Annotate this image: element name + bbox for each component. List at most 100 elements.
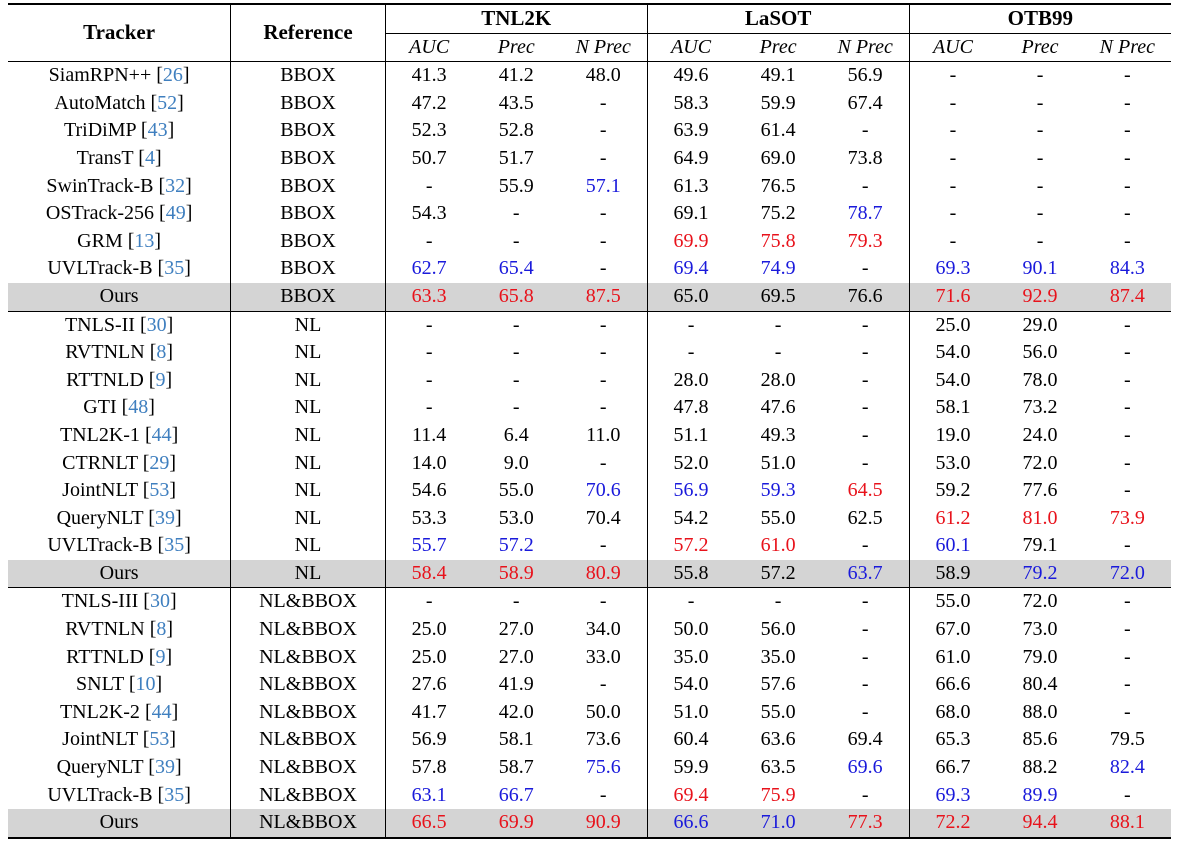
citation-link[interactable]: 39 [154,506,175,529]
metric-cell: 54.6 [411,479,447,502]
tracker-name: UVLTrack-B [47,534,153,557]
table-row: QueryNLT [39] NL&BBOX 57.8 58.7 75.6 59.9 63.5… [8,754,1171,782]
citation-link[interactable]: 44 [151,700,172,723]
metric-cell: 59.9 [760,91,796,114]
citation-link[interactable]: 44 [151,423,172,446]
header-metric-auc: AUC [647,33,735,63]
metric-cell: - [687,590,695,613]
reference-cell: NL&BBOX [230,643,386,672]
tracker-name: OSTrack-256 [45,202,155,225]
tracker-name: QueryNLT [56,506,144,529]
citation-link[interactable]: 8 [156,341,167,364]
table-row-ours: Ours NL 58.4 58.9 80.9 55.8 57.2 63.7 58.9 79.2 72… [8,559,1171,589]
metric-cell: 56.9 [411,728,447,751]
header-group-otb99: OTB99 [909,2,1171,34]
citation-link[interactable]: 8 [156,618,167,641]
table-row: JointNLT [53] NL 54.6 55.0 70.6 56.9 59.3 64.5 5… [8,477,1171,505]
metric-cell: - [425,368,433,391]
metric-cell: 58.7 [498,756,534,779]
citation-link[interactable]: 10 [135,673,156,696]
metric-cell: 29.0 [1022,313,1058,336]
tracker-name: SNLT [76,673,124,696]
metric-cell: - [687,341,695,364]
metric-cell: - [512,341,520,364]
metric-cell: 56.0 [760,618,796,641]
citation-link[interactable]: 35 [164,534,185,557]
header-metric-auc: AUC [909,33,997,63]
tracker-name: GRM [77,229,123,252]
citation-link[interactable]: 35 [164,783,185,806]
citation-link[interactable]: 13 [134,229,155,252]
header-metric-prec: Prec [996,33,1084,63]
citation-link[interactable]: 53 [149,479,170,502]
tracker-name-cell: TNLS-III [30] [8,587,232,617]
citation-link[interactable]: 9 [155,368,166,391]
citation-link[interactable]: 26 [162,64,183,87]
metric-cell: 76.6 [821,282,910,312]
tracker-name: TNLS-III [61,590,139,613]
metric-cell: 47.6 [760,396,796,419]
metric-cell: 54.2 [673,506,709,529]
table-row: TransT [4] BBOX 50.7 51.7 - 64.9 69.0 73.8 - - - [8,144,1171,173]
citation-link[interactable]: 39 [154,756,175,779]
metric-cell: - [559,449,648,478]
citation-link[interactable]: 30 [146,313,167,336]
metric-cell: 75.6 [559,754,648,782]
metric-cell: - [1124,534,1131,557]
metric-cell: - [1124,174,1131,197]
metric-cell: 63.7 [821,559,910,589]
metric-cell: - [1124,451,1131,474]
metric-cell: - [559,366,648,395]
citation-link[interactable]: 30 [149,590,170,613]
reference-cell: NL&BBOX [230,726,386,755]
citation-link[interactable]: 32 [165,174,186,197]
reference-cell: NL&BBOX [230,781,386,810]
citation-link[interactable]: 48 [128,396,149,419]
citation-link[interactable]: 43 [147,119,168,142]
metric-cell: 80.4 [1022,673,1058,696]
metric-cell: 57.2 [734,559,822,589]
reference-cell: BBOX [230,89,386,118]
metric-cell: - [1124,341,1131,364]
metric-cell: 66.7 [498,783,534,806]
metric-cell: 41.7 [411,700,447,723]
metric-cell: - [821,172,910,201]
metric-cell: - [1036,119,1044,142]
metric-cell: - [559,255,648,283]
metric-cell: 63.5 [760,756,796,779]
metric-cell: 59.3 [760,479,796,502]
metric-cell: 41.9 [498,673,534,696]
tracker-name-cell: CTRNLT [29] [8,449,232,478]
metric-cell: - [949,119,957,142]
metric-cell: 50.7 [411,146,447,169]
metric-cell: - [1036,64,1044,87]
metric-cell: 64.9 [673,146,709,169]
metric-cell: 57.6 [760,673,796,696]
metric-cell: 60.4 [673,728,709,751]
metric-cell: 48.0 [559,61,648,90]
header-group-tnl2k: TNL2K [385,2,648,34]
metric-cell: - [559,144,648,173]
metric-cell: 72.0 [1022,451,1058,474]
header-metric-nprec: N Prec [559,33,648,63]
citation-link[interactable]: 53 [149,728,170,751]
citation-link[interactable]: 9 [155,645,166,668]
tracker-name-cell: SwinTrack-B [32] [8,172,232,201]
metric-cell: 54.0 [935,368,971,391]
citation-link[interactable]: 35 [164,257,185,280]
metric-cell: 27.0 [498,618,534,641]
citation-link[interactable]: 52 [157,91,178,114]
tracker-name-cell: Ours [8,282,232,312]
metric-cell: 55.0 [935,590,971,613]
metric-cell: 54.0 [673,673,709,696]
citation-link[interactable]: 29 [149,451,170,474]
citation-link[interactable]: 49 [165,202,186,225]
metric-cell: 65.8 [472,282,560,312]
header-metric-auc: AUC [385,33,473,63]
metric-cell: 35.0 [760,645,796,668]
table-row: AutoMatch [52] BBOX 47.2 43.5 - 58.3 59.9 67.4 -… [8,89,1171,118]
metric-cell: 87.5 [559,282,648,312]
table-row: RTTNLD [9] NL&BBOX 25.0 27.0 33.0 35.0 35.0 - 61… [8,643,1171,672]
citation-link[interactable]: 4 [144,146,155,169]
metric-cell: 35.0 [673,645,709,668]
